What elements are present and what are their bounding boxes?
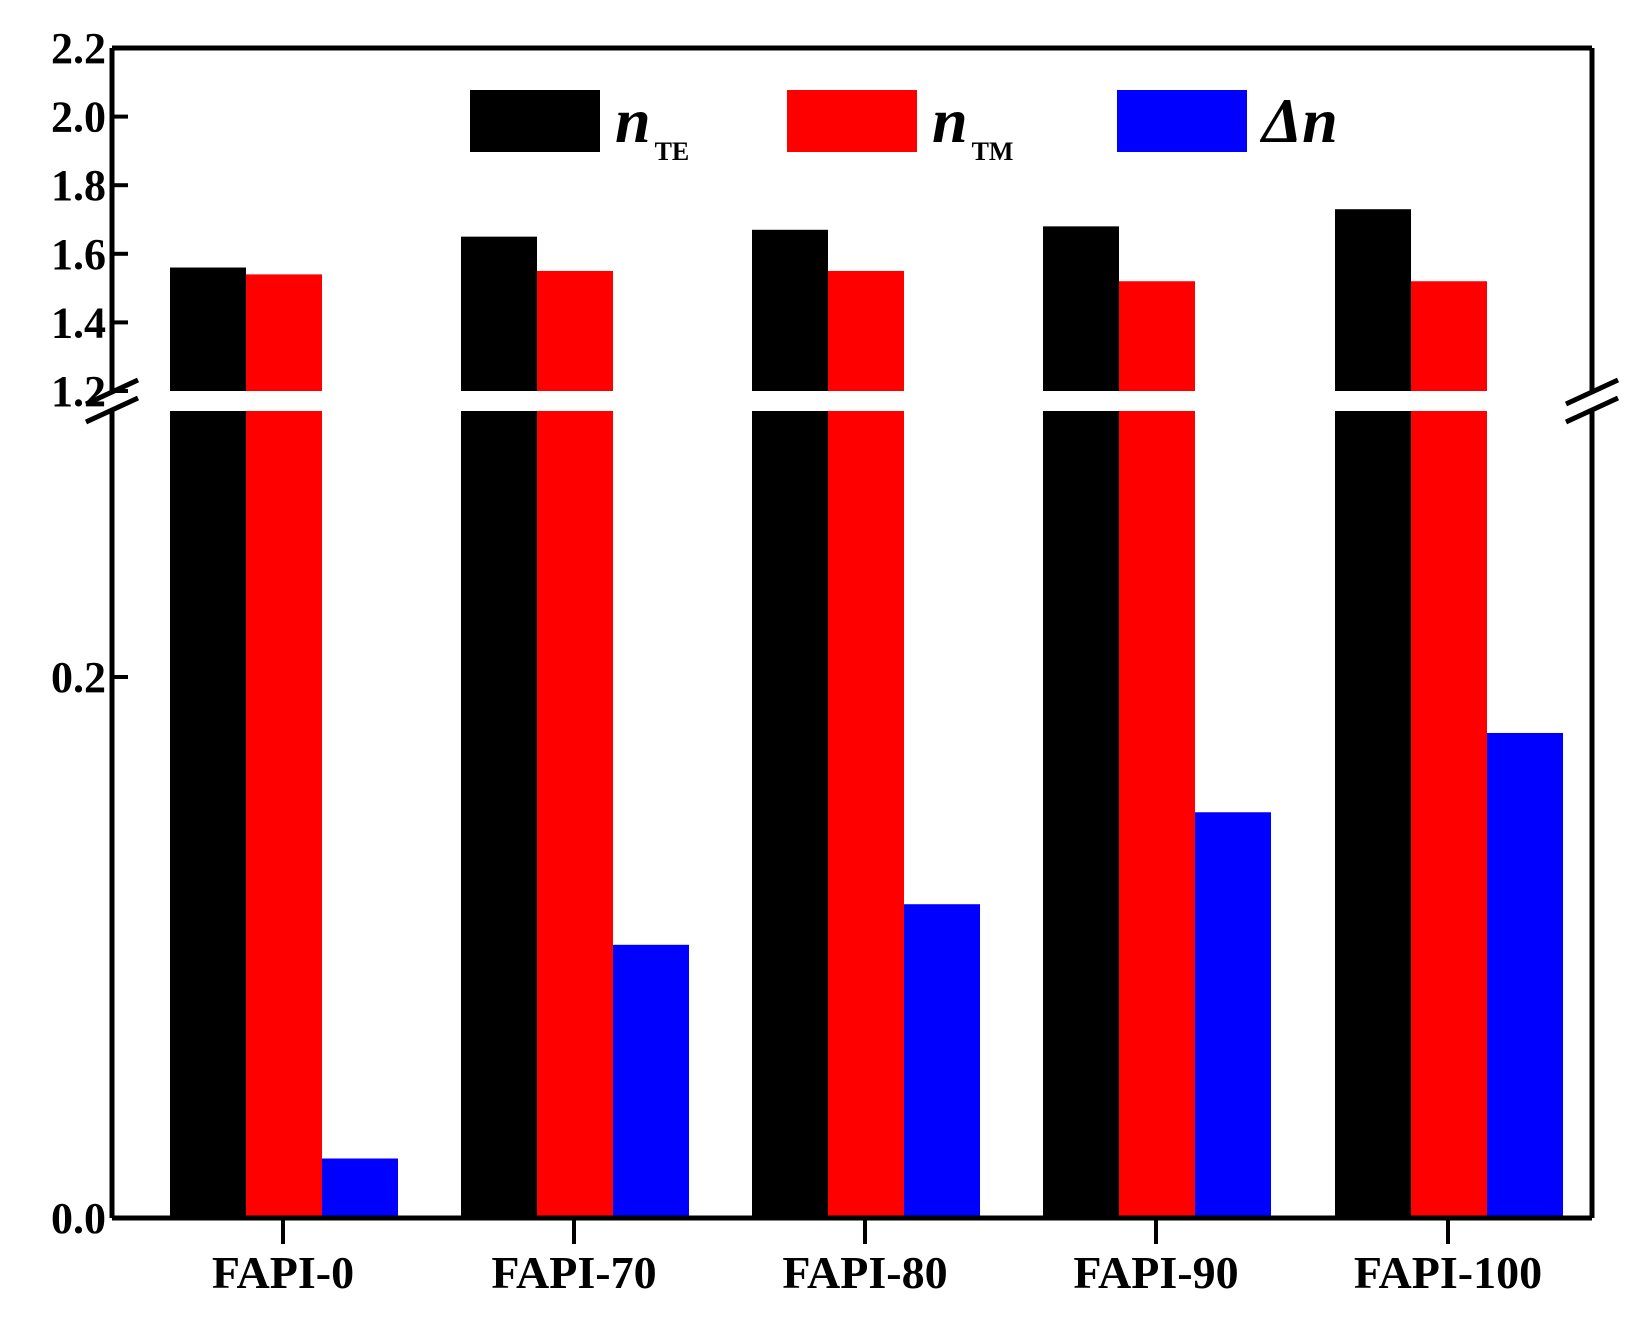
y-tick-label: 1.4 [51, 298, 106, 347]
break-mark-right [1564, 377, 1620, 407]
legend-label: n TE [615, 85, 689, 166]
bar-nte-fapi-90 [1043, 226, 1119, 1219]
x-tick-label: FAPI-80 [782, 1247, 947, 1298]
bar-n-fapi-90 [1195, 812, 1271, 1218]
x-tick-label: FAPI-90 [1073, 1247, 1238, 1298]
bar-n-fapi-100 [1487, 732, 1563, 1218]
y-tick-label: 2.2 [51, 24, 106, 73]
x-tick-label: FAPI-70 [491, 1247, 656, 1298]
tick-marks [112, 46, 1450, 1244]
legend-item: n TE [470, 85, 689, 166]
bar-nte-fapi-0 [170, 267, 246, 1218]
bar-n-fapi-70 [613, 944, 689, 1218]
axes-frame [109, 45, 1595, 1221]
legend-item: n TM [787, 85, 1013, 166]
bar-ntm-fapi-70 [537, 270, 613, 1218]
y-tick-label: 1.6 [51, 230, 106, 279]
legend-swatch [1117, 90, 1247, 152]
x-tick-label: FAPI-0 [212, 1247, 354, 1298]
axis-break-band [100, 391, 1604, 411]
legend: n TE n TM Δn [470, 85, 1338, 166]
y-tick-label: 1.8 [51, 161, 106, 210]
y-tick-label: 1.2 [51, 367, 106, 416]
legend-swatch [787, 90, 917, 152]
y-tick-label: 0.2 [51, 653, 106, 702]
x-tick-labels: FAPI-0 FAPI-70 FAPI-80 FAPI-90 FAPI-100 [212, 1247, 1542, 1298]
bar-nte-fapi-70 [461, 236, 537, 1218]
break-mark-left [84, 395, 140, 425]
legend-swatch [470, 90, 600, 152]
bars-layer [170, 209, 1563, 1219]
y-tick-labels: 1.2 1.4 1.6 1.8 2.0 2.2 0.0 0.2 [51, 24, 106, 1243]
legend-label: n TM [932, 85, 1013, 166]
legend-label: Δn [1259, 85, 1338, 156]
bar-ntm-fapi-100 [1411, 281, 1487, 1218]
x-tick-label: FAPI-100 [1354, 1247, 1542, 1298]
bar-nte-fapi-100 [1335, 209, 1411, 1218]
bar-n-fapi-0 [322, 1158, 398, 1218]
y-tick-label: 0.0 [51, 1194, 106, 1243]
bar-ntm-fapi-0 [246, 274, 322, 1218]
legend-item: Δn [1117, 85, 1338, 156]
y-tick-label: 2.0 [51, 93, 106, 142]
break-mark-right [1564, 395, 1620, 425]
bar-ntm-fapi-90 [1119, 281, 1195, 1218]
bar-n-fapi-80 [904, 904, 980, 1218]
bar-ntm-fapi-80 [828, 270, 904, 1218]
bar-nte-fapi-80 [752, 229, 828, 1219]
